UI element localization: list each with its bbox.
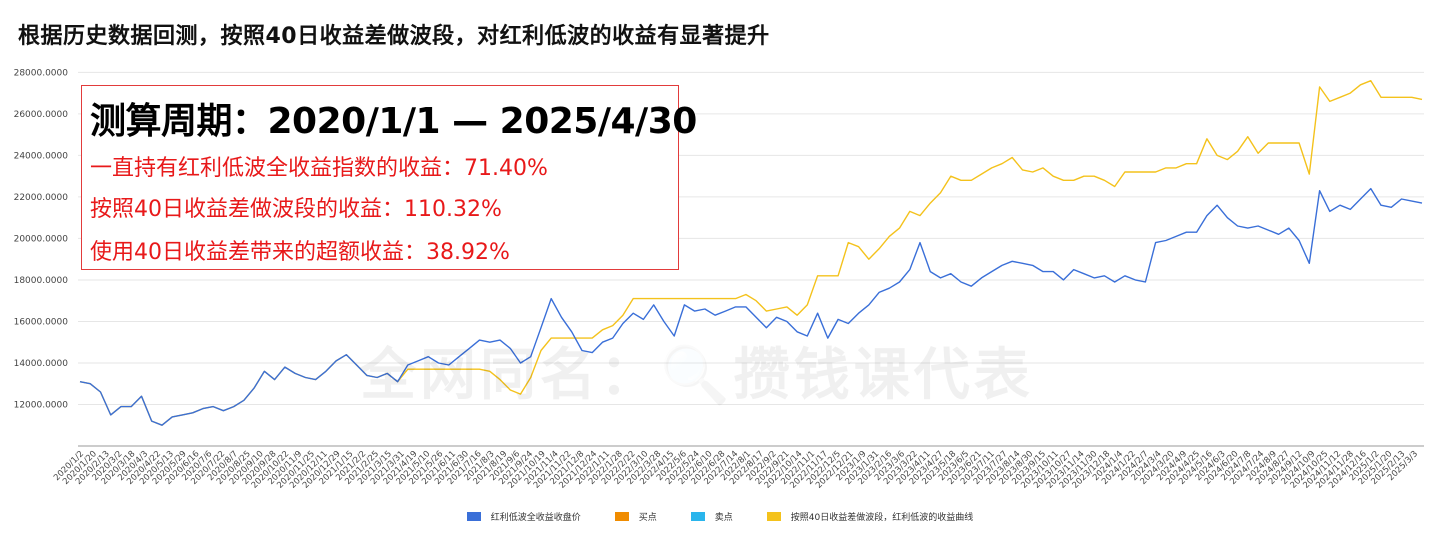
y-tick-label: 14000.0000 <box>14 359 69 369</box>
summary-box: 测算周期：2020/1/1 — 2025/4/30 一直持有红利低波全收益指数的… <box>81 85 697 270</box>
excess-return-text: 使用40日收益差带来的超额收益：38.92% <box>90 240 510 265</box>
legend-label: 红利低波全收益收盘价 <box>490 513 581 523</box>
y-tick-label: 28000.0000 <box>14 68 69 78</box>
hold-return-text: 一直持有红利低波全收益指数的收益：71.40% <box>90 156 548 181</box>
series-lines <box>79 79 1423 426</box>
legend-swatch <box>614 512 629 521</box>
legend-swatch <box>690 512 705 521</box>
legend-item[interactable]: 按照40日收益差做波段，红利低波的收益曲线 <box>766 510 974 523</box>
period-text: 测算周期：2020/1/1 — 2025/4/30 <box>90 101 697 142</box>
y-tick-label: 18000.0000 <box>14 276 69 286</box>
legend-item[interactable]: 买点 <box>614 510 657 523</box>
y-tick-label: 24000.0000 <box>14 151 69 161</box>
y-tick-label: 16000.0000 <box>14 317 69 327</box>
chart-title: 根据历史数据回测，按照40日收益差做波段，对红利低波的收益有显著提升 <box>18 24 770 49</box>
x-axis-ticks: 2020/1/22020/1/202020/2/132020/3/22020/3… <box>52 449 1420 491</box>
swing-return-text: 按照40日收益差做波段的收益：110.32% <box>90 197 502 222</box>
legend-item[interactable]: 卖点 <box>690 510 733 523</box>
y-axis-ticks: 12000.0000 14000.0000 16000.0000 18000.0000… <box>14 68 69 410</box>
y-tick-label: 22000.0000 <box>14 193 69 203</box>
legend-label: 按照40日收益差做波段，红利低波的收益曲线 <box>790 513 974 523</box>
legend-swatch <box>466 512 481 521</box>
y-tick-label: 20000.0000 <box>14 234 69 244</box>
watermark: 全网同名：🔍攒钱课代表 <box>360 343 1034 408</box>
legend-label: 卖点 <box>714 513 733 523</box>
legend: 红利低波全收益收盘价 买点 卖点 按照40日收益差做波段，红利低波的收益曲线 <box>0 510 1440 523</box>
legend-item[interactable]: 红利低波全收益收盘价 <box>466 510 581 523</box>
y-tick-label: 26000.0000 <box>14 110 69 120</box>
legend-label: 买点 <box>638 513 657 523</box>
series-line-index <box>79 187 1423 426</box>
legend-swatch <box>766 512 781 521</box>
y-tick-label: 12000.0000 <box>14 400 69 410</box>
